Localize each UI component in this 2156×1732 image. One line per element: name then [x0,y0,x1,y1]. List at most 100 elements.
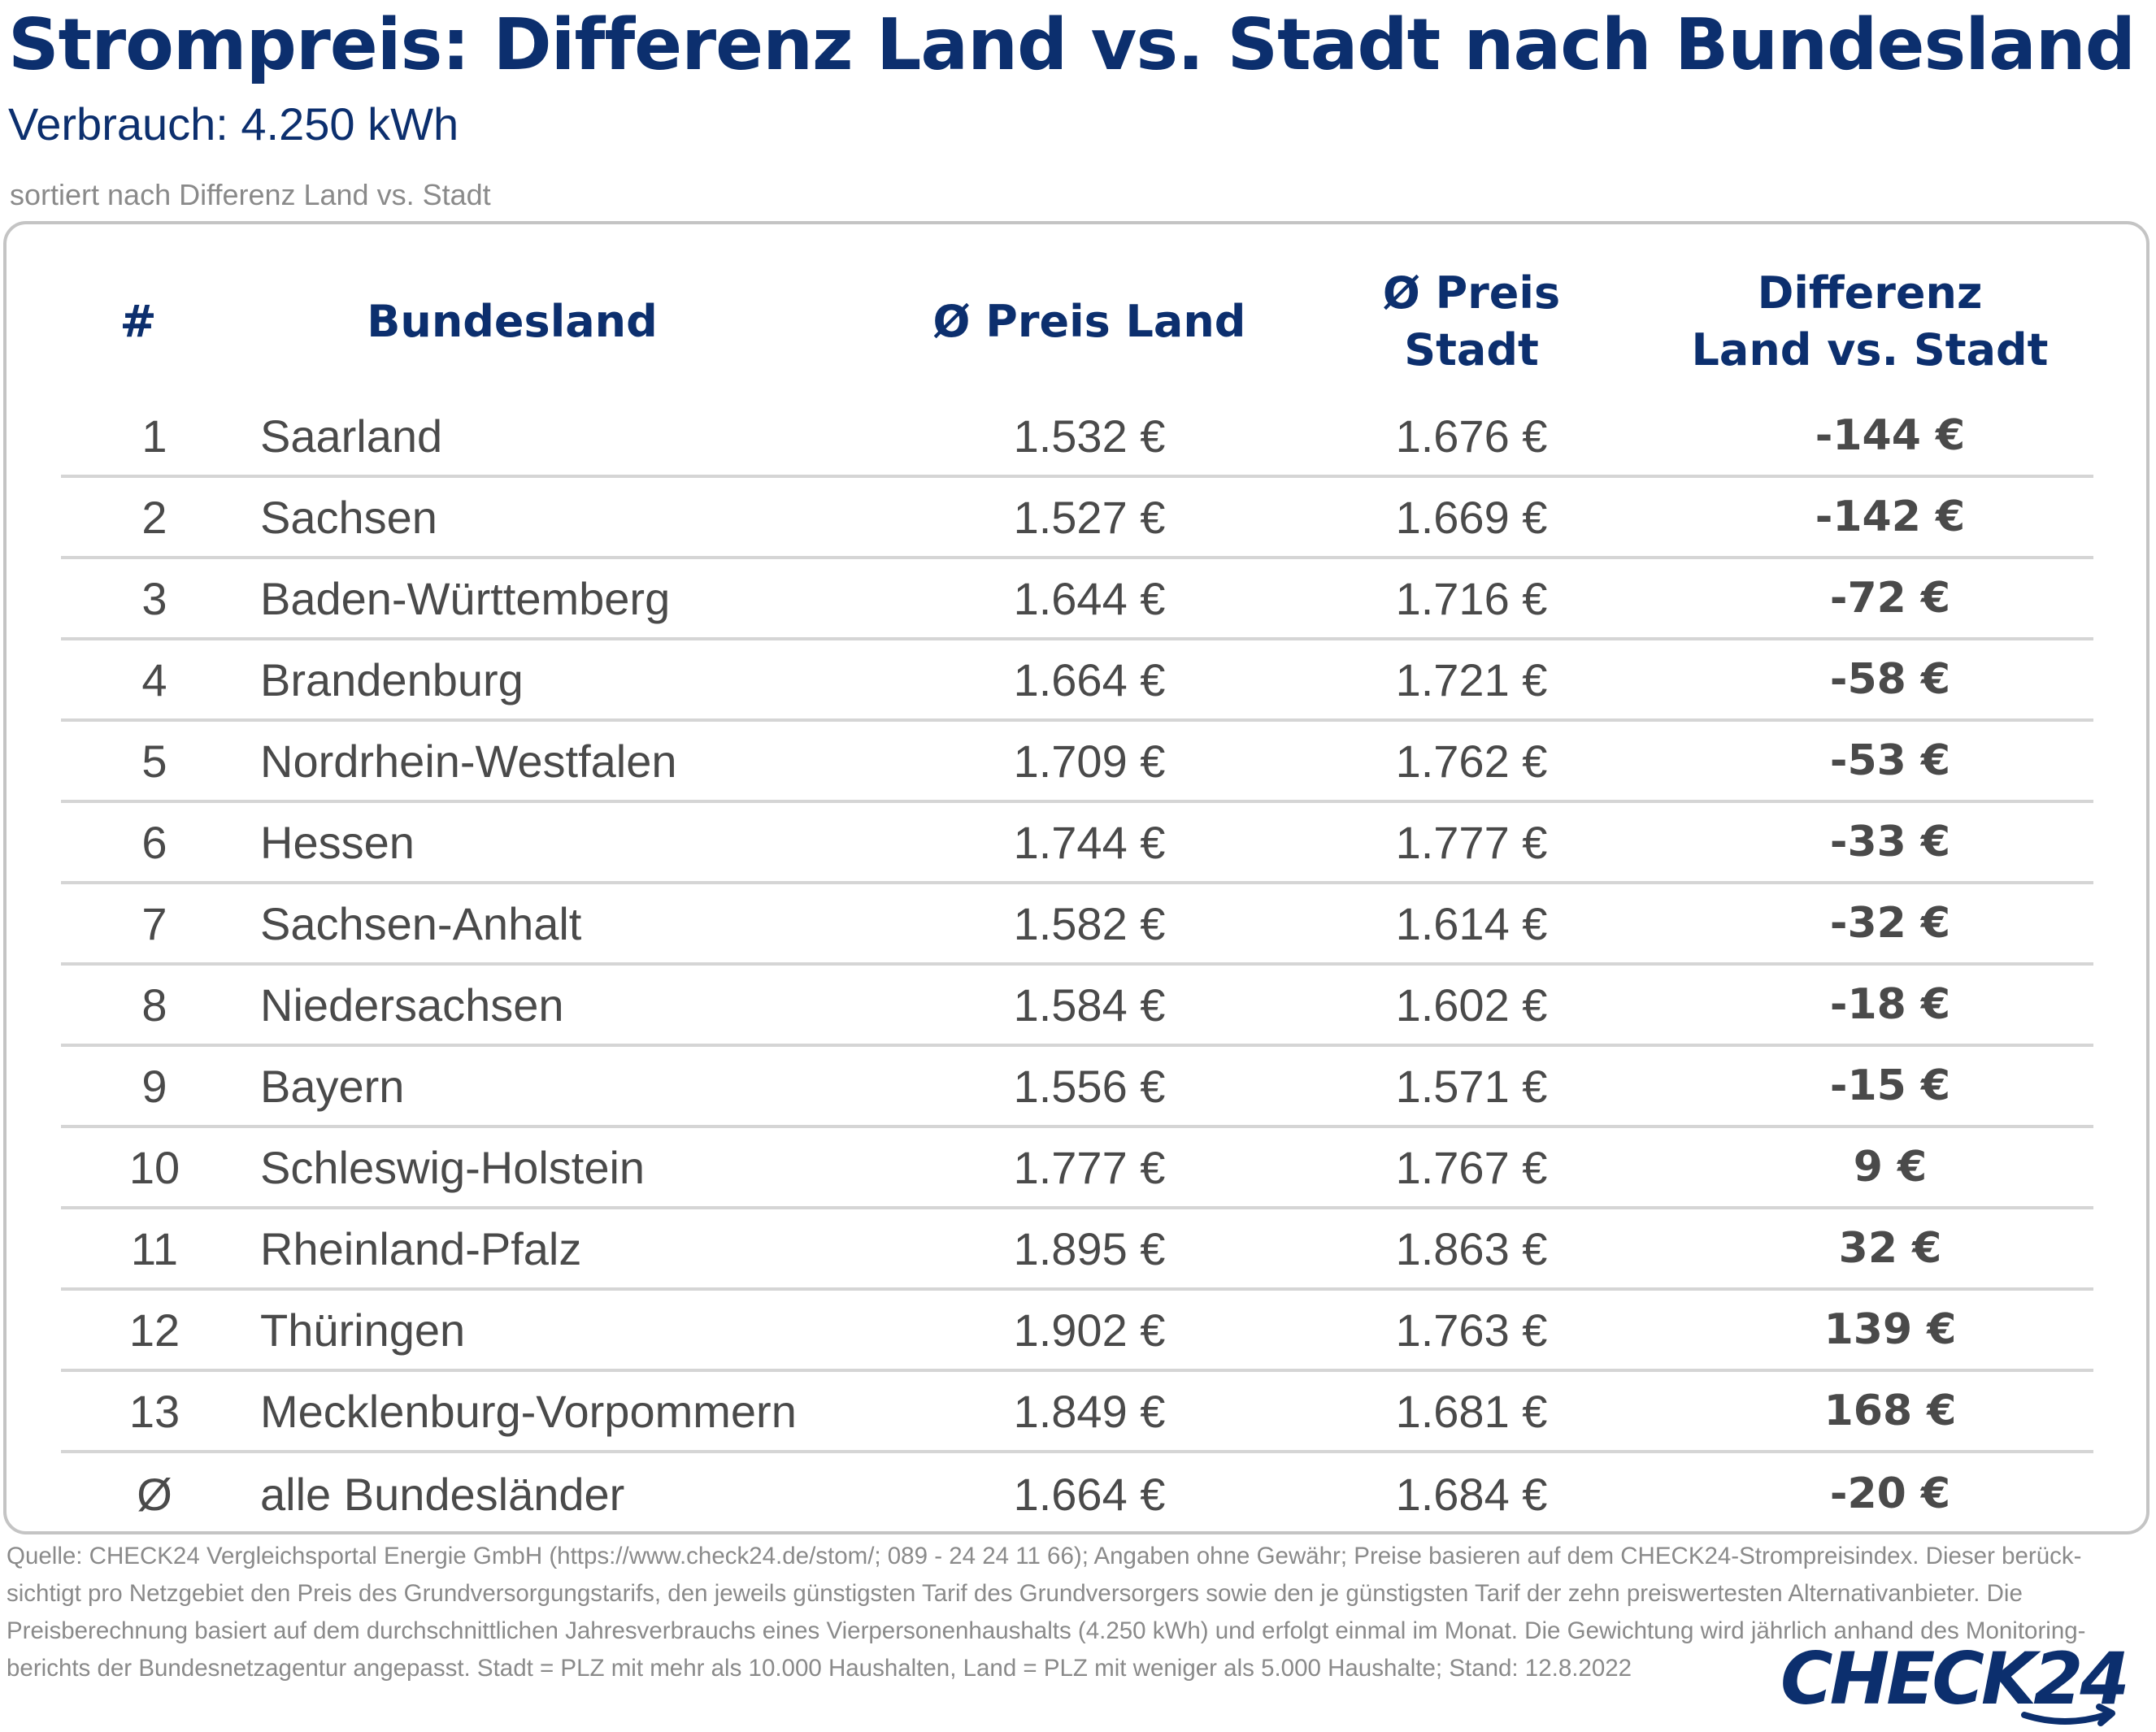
cell-bundesland: alle Bundesländer [260,1468,625,1520]
table-row: 5 Nordrhein-Westfalen 1.709 € 1.762 € -5… [61,722,2093,803]
cell-rank: 1 [141,410,167,462]
cell-preis-stadt: 1.676 € [1395,410,1548,462]
logo-text: CHECK24 [1780,1637,2130,1721]
source-note: Quelle: CHECK24 Vergleichsportal Energie… [7,1538,2136,1687]
cell-rank: 2 [141,491,167,543]
cell-preis-stadt: 1.681 € [1395,1385,1548,1437]
cell-bundesland: Saarland [260,410,443,462]
cell-rank: 13 [128,1385,180,1437]
page-subtitle: Verbrauch: 4.250 kWh [8,98,459,150]
cell-preis-land: 1.902 € [1013,1304,1166,1356]
cell-preis-land: 1.527 € [1013,491,1166,543]
table-row: 12 Thüringen 1.902 € 1.763 € 139 € [61,1291,2093,1372]
cell-differenz: -18 € [1829,980,1951,1029]
cell-preis-land: 1.709 € [1013,735,1166,787]
check24-logo: CHECK24 [1780,1640,2138,1730]
cell-differenz: -20 € [1829,1469,1951,1518]
table-row: 2 Sachsen 1.527 € 1.669 € -142 € [61,478,2093,559]
cell-differenz: 9 € [1853,1143,1928,1192]
cell-bundesland: Hessen [260,816,415,868]
cell-preis-land: 1.664 € [1013,653,1166,705]
column-header-preis-stadt: Ø Preis Stadt [1382,267,1561,375]
cell-bundesland: Sachsen [260,491,437,543]
cell-bundesland: Rheinland-Pfalz [260,1222,582,1274]
cell-preis-stadt: 1.863 € [1395,1222,1548,1274]
cell-preis-land: 1.556 € [1013,1060,1166,1112]
table-row: 8 Niedersachsen 1.584 € 1.602 € -18 € [61,966,2093,1047]
cell-differenz: 139 € [1823,1305,1957,1354]
cell-preis-stadt: 1.571 € [1395,1060,1548,1112]
cell-preis-land: 1.664 € [1013,1468,1166,1520]
table-panel [3,221,2149,1534]
sort-note: sortiert nach Differenz Land vs. Stadt [10,178,491,211]
cell-differenz: -53 € [1829,736,1951,785]
cell-preis-stadt: 1.684 € [1395,1468,1548,1520]
cell-rank: Ø [137,1468,172,1520]
table-row: 6 Hessen 1.744 € 1.777 € -33 € [61,803,2093,884]
cell-bundesland: Thüringen [260,1304,466,1356]
cell-rank: 8 [141,979,167,1031]
table-row: 1 Saarland 1.532 € 1.676 € -144 € [61,397,2093,478]
cell-preis-land: 1.644 € [1013,572,1166,624]
table-row: 7 Sachsen-Anhalt 1.582 € 1.614 € -32 € [61,884,2093,966]
cell-bundesland: Brandenburg [260,653,524,705]
cell-preis-stadt: 1.762 € [1395,735,1548,787]
cell-rank: 6 [141,816,167,868]
column-header-differenz-line1: Differenz [1757,267,1983,319]
column-header-differenz-line2: Land vs. Stadt [1691,324,2049,375]
cell-preis-land: 1.584 € [1013,979,1166,1031]
cell-differenz: -32 € [1829,899,1951,948]
cell-preis-land: 1.849 € [1013,1385,1166,1437]
cell-differenz: -58 € [1829,655,1951,704]
column-header-rank: # [120,296,157,347]
cell-preis-stadt: 1.602 € [1395,979,1548,1031]
source-line: Preisberechnung basiert auf dem durchsch… [7,1617,2086,1644]
cell-preis-land: 1.582 € [1013,897,1166,949]
cell-preis-stadt: 1.716 € [1395,572,1548,624]
cell-bundesland: Niedersachsen [260,979,564,1031]
cell-bundesland: Schleswig-Holstein [260,1141,645,1193]
cell-preis-stadt: 1.669 € [1395,491,1548,543]
cell-preis-stadt: 1.777 € [1395,816,1548,868]
cell-preis-stadt: 1.763 € [1395,1304,1548,1356]
column-header-preis-land: Ø Preis Land [932,296,1246,347]
cell-bundesland: Nordrhein-Westfalen [260,735,677,787]
table-row: 11 Rheinland-Pfalz 1.895 € 1.863 € 32 € [61,1209,2093,1291]
cell-preis-stadt: 1.721 € [1395,653,1548,705]
cell-rank: 12 [128,1304,180,1356]
table-row: 3 Baden-Württemberg 1.644 € 1.716 € -72 … [61,559,2093,640]
cell-preis-land: 1.777 € [1013,1141,1166,1193]
cell-rank: 9 [141,1060,167,1112]
source-line: sichtigt pro Netzgebiet den Preis des Gr… [7,1580,2023,1607]
table-row: 13 Mecklenburg-Vorpommern 1.849 € 1.681 … [61,1372,2093,1453]
table-body: 1 Saarland 1.532 € 1.676 € -144 € 2 Sach… [61,397,2093,1534]
table-row: 4 Brandenburg 1.664 € 1.721 € -58 € [61,640,2093,722]
column-header-bundesland: Bundesland [367,296,658,347]
cell-bundesland: Bayern [260,1060,405,1112]
cell-rank: 7 [141,897,167,949]
cell-differenz: -142 € [1815,493,1966,541]
cell-rank: 4 [141,653,167,705]
table-row: 10 Schleswig-Holstein 1.777 € 1.767 € 9 … [61,1128,2093,1209]
cell-differenz: -33 € [1829,818,1951,866]
cell-bundesland: Baden-Württemberg [260,572,671,624]
source-line: berichts der Bundesnetzagentur angepasst… [7,1655,1632,1682]
cell-differenz: -72 € [1829,574,1951,623]
table-row: 9 Bayern 1.556 € 1.571 € -15 € [61,1047,2093,1128]
cell-preis-stadt: 1.767 € [1395,1141,1548,1193]
cell-rank: 5 [141,735,167,787]
cell-preis-land: 1.532 € [1013,410,1166,462]
cell-preis-land: 1.895 € [1013,1222,1166,1274]
cell-preis-land: 1.744 € [1013,816,1166,868]
cell-differenz: 32 € [1838,1224,1942,1273]
table-row-average: Ø alle Bundesländer 1.664 € 1.684 € -20 … [61,1453,2093,1534]
page-title: Strompreis: Differenz Land vs. Stadt nac… [8,3,2136,86]
cell-differenz: -15 € [1829,1061,1951,1110]
source-line: Quelle: CHECK24 Vergleichsportal Energie… [7,1543,2082,1569]
cell-preis-stadt: 1.614 € [1395,897,1548,949]
logo-swoosh-icon [2021,1704,2115,1726]
cell-rank: 10 [128,1141,180,1193]
cell-differenz: -144 € [1815,411,1966,460]
cell-bundesland: Mecklenburg-Vorpommern [260,1385,797,1437]
cell-rank: 3 [141,572,167,624]
